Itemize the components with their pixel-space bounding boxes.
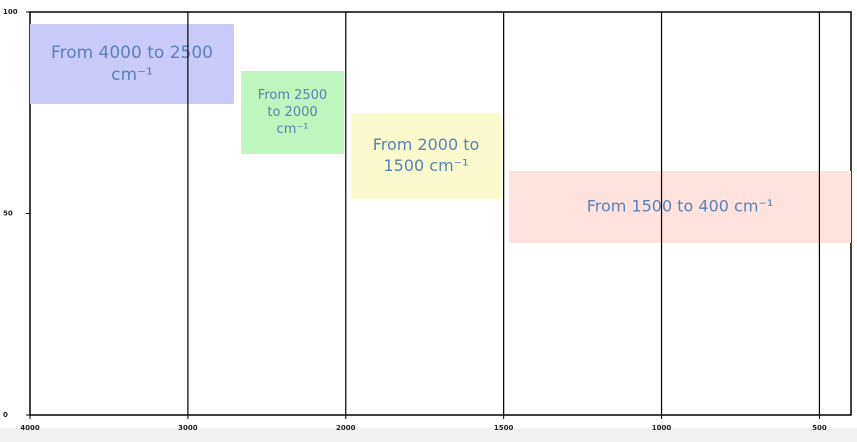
region-box: [509, 171, 851, 243]
y-tick-label: 100: [3, 8, 18, 16]
y-tick-label: 0: [3, 411, 8, 419]
x-tick-label: 500: [812, 424, 827, 432]
bottom-strip: [0, 428, 857, 442]
region-label: cm⁻¹: [111, 65, 153, 85]
region-label: From 4000 to 2500: [51, 43, 213, 63]
region-box: [30, 24, 234, 104]
region-label: cm⁻¹: [277, 122, 309, 137]
region-label: From 1500 to 400 cm⁻¹: [587, 197, 774, 216]
x-tick-label: 3000: [178, 424, 198, 432]
region-label: to 2000: [267, 105, 317, 120]
x-tick-label: 1500: [494, 424, 514, 432]
y-tick-label: 50: [3, 210, 13, 218]
region-label: From 2500: [258, 88, 327, 103]
region-label: 1500 cm⁻¹: [383, 156, 468, 175]
region-box: [241, 71, 344, 154]
x-tick-label: 1000: [652, 424, 672, 432]
x-tick-label: 4000: [20, 424, 40, 432]
region-box: [351, 113, 501, 199]
x-tick-label: 2000: [336, 424, 356, 432]
region-label: From 2000 to: [373, 135, 480, 154]
